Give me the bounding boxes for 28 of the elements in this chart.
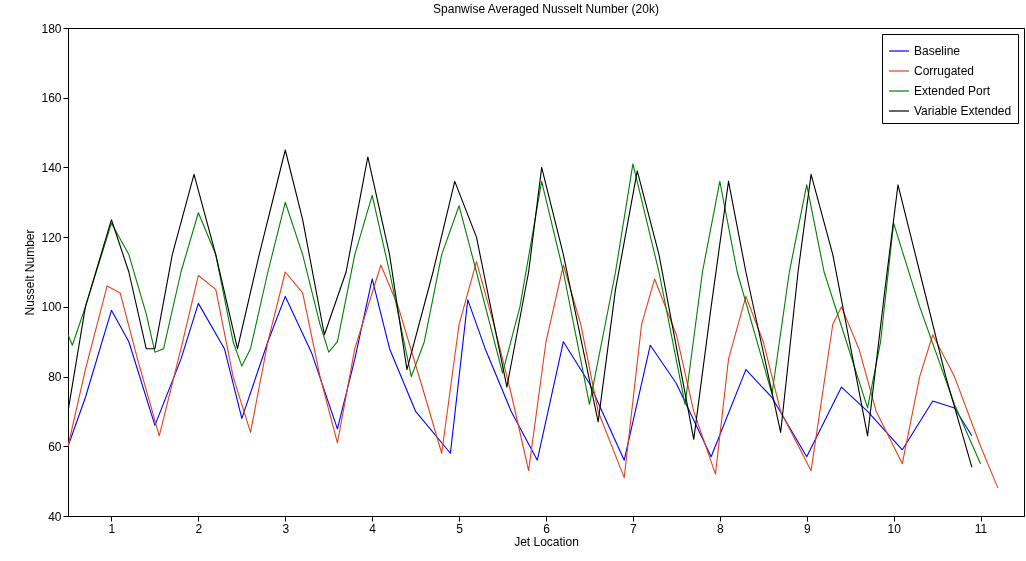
x-tick-label: 5 [456, 521, 464, 536]
x-tick-label: 8 [716, 521, 724, 536]
x-tick-label: 7 [630, 521, 638, 536]
x-tick-label: 6 [543, 521, 551, 536]
legend-label: Extended Port [914, 84, 991, 98]
y-tick-label: 80 [48, 370, 62, 385]
legend-label: Corrugated [914, 64, 975, 78]
x-tick-label: 11 [974, 521, 988, 536]
x-tick-label: 10 [887, 521, 902, 536]
x-tick-label: 1 [108, 521, 116, 536]
y-axis-title: Nusselt Number [23, 229, 38, 316]
x-tick-label: 9 [803, 521, 811, 536]
line-series [68, 260, 999, 489]
y-tick-label: 180 [41, 21, 62, 36]
x-tick-label: 2 [195, 521, 203, 536]
y-tick-label: 60 [48, 439, 62, 454]
line-series [68, 278, 973, 461]
x-axis-title: Jet Location [514, 534, 579, 549]
x-tick-label: 3 [282, 521, 290, 536]
chart-title: Spanwise Averaged Nusselt Number (20k) [433, 2, 659, 16]
legend-label: Variable Extended [914, 104, 1012, 118]
y-tick-label: 100 [41, 300, 62, 315]
x-tick-label: 4 [369, 521, 377, 536]
y-tick-label: 120 [41, 230, 62, 245]
y-tick-label: 160 [41, 91, 62, 106]
legend-label: Baseline [914, 44, 961, 58]
y-tick-label: 40 [48, 509, 62, 524]
y-tick-label: 140 [41, 160, 62, 175]
